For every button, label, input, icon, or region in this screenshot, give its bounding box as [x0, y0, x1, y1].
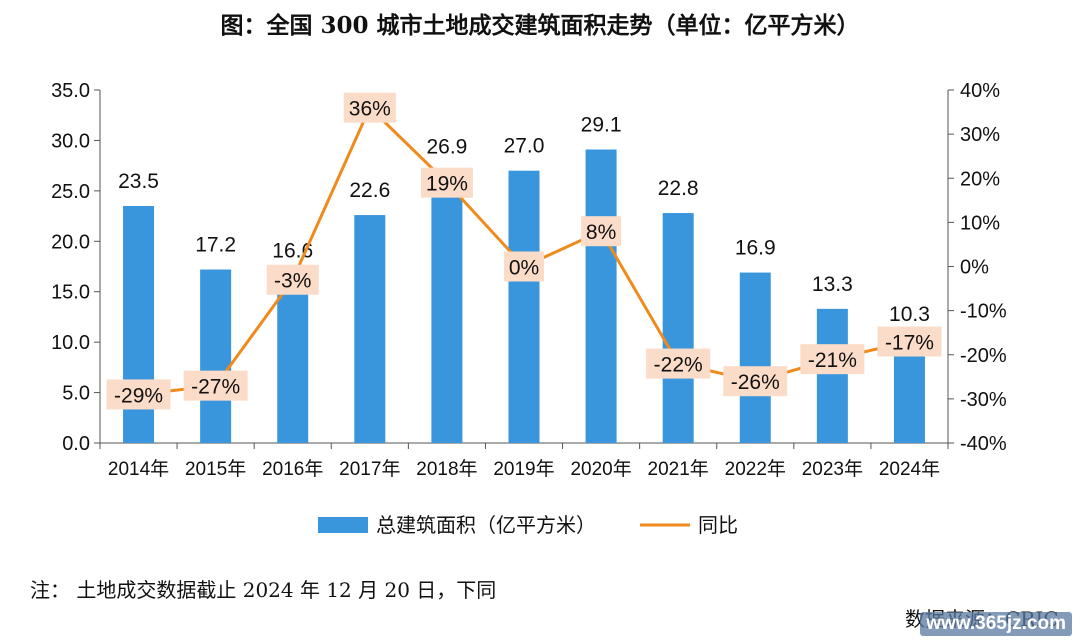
- line-value-label: -29%: [114, 384, 163, 407]
- bar: [662, 213, 694, 443]
- line-label-box: [420, 167, 473, 198]
- bar: [816, 308, 848, 443]
- bar: [508, 170, 540, 443]
- x-tick-label: 2017年: [339, 458, 400, 480]
- left-tick-label: 20.0: [51, 231, 90, 253]
- chart-title: 图：全国 300 城市土地成交建筑面积走势（单位：亿平方米）: [220, 12, 860, 39]
- x-tick-label: 2021年: [648, 458, 709, 480]
- bar-value-label: 16.9: [735, 237, 776, 260]
- footnote: 注： 土地成交数据截止 2024 年 12 月 20 日，下同: [30, 578, 497, 602]
- left-tick-label: 30.0: [51, 130, 90, 152]
- x-tick-label: 2019年: [493, 458, 554, 480]
- right-tick-label: -40%: [960, 433, 1007, 455]
- left-tick-label: 25.0: [51, 181, 90, 203]
- line-value-label: -17%: [885, 332, 934, 355]
- line-label-box: [581, 216, 622, 247]
- line-value-label: -27%: [191, 376, 240, 399]
- line-label-box: [343, 92, 396, 123]
- line-label-box: [800, 344, 865, 375]
- line-value-label: 19%: [426, 173, 468, 196]
- bar: [739, 272, 771, 443]
- line-value-label: -26%: [731, 371, 780, 394]
- line-label-box: [504, 251, 544, 282]
- line-value-label: -21%: [808, 349, 857, 372]
- bar-value-label: 29.1: [581, 114, 622, 137]
- line-label-box: [183, 370, 248, 401]
- x-tick-label: 2015年: [185, 458, 246, 480]
- bar-value-label: 23.5: [118, 170, 159, 193]
- right-tick-label: 10%: [960, 212, 1000, 234]
- line-label-box: [877, 326, 942, 357]
- bar-value-label: 13.3: [812, 273, 853, 296]
- line-value-label: -22%: [654, 354, 703, 377]
- bar: [431, 171, 463, 444]
- right-tick-label: 20%: [960, 168, 1000, 190]
- line-label-box: [106, 379, 171, 410]
- bar: [277, 275, 309, 443]
- right-tick-label: -30%: [960, 389, 1007, 411]
- x-tick-label: 2022年: [725, 458, 786, 480]
- line-value-labels: -29% -27% -3% 36% 19% 0% 8% -22% -26% -21% -17%: [106, 92, 942, 410]
- x-tick-label: 2020年: [570, 458, 631, 480]
- bar-value-label: 26.9: [426, 136, 467, 159]
- line-label-box: [646, 348, 711, 379]
- line-value-label: 0%: [509, 257, 539, 280]
- legend-line-label: 同比: [698, 514, 738, 537]
- right-tick-label: 30%: [960, 124, 1000, 146]
- left-tick-label: 35.0: [51, 80, 90, 102]
- line-value-label: 36%: [349, 98, 391, 121]
- left-tick-label: 0.0: [62, 433, 90, 455]
- bar-value-label: 27.0: [504, 135, 545, 158]
- right-tick-label: 40%: [960, 80, 1000, 102]
- bar: [585, 149, 617, 443]
- x-tick-label: 2014年: [108, 458, 169, 480]
- right-tick-label: -10%: [960, 301, 1007, 323]
- right-y-axis: -40% -30% -20% -10% 0% 10% 20% 30% 40%: [947, 80, 1007, 455]
- x-tick-label: 2024年: [879, 458, 940, 480]
- right-tick-label: -20%: [960, 345, 1007, 367]
- line-value-label: -3%: [274, 270, 311, 293]
- left-tick-label: 15.0: [51, 282, 90, 304]
- bar: [200, 269, 232, 443]
- legend-bar-swatch: [318, 517, 368, 533]
- left-tick-label: 10.0: [51, 332, 90, 354]
- x-tick-label: 2023年: [802, 458, 863, 480]
- combo-chart: 0.05.010.015.020.025.030.035.0 -40%-30%-…: [51, 80, 1007, 537]
- legend: 总建筑面积（亿平方米） 同比: [318, 514, 738, 537]
- bar-value-label: 22.6: [349, 179, 390, 202]
- bar-value-label: 17.2: [195, 234, 236, 257]
- left-tick-label: 5.0: [62, 383, 90, 405]
- left-y-axis: 0.0 5.0 10.0 15.0 20.0 25.0 30.0 35.0: [51, 80, 101, 455]
- x-tick-label: 2016年: [262, 458, 323, 480]
- legend-bar-label: 总建筑面积（亿平方米）: [376, 514, 596, 537]
- bar-value-label: 10.3: [889, 303, 930, 326]
- line-label-box: [723, 366, 788, 397]
- watermark: www.365jz.com: [920, 612, 1072, 636]
- bar: [354, 215, 386, 443]
- bar-value-labels: 23.517.2 16.622.626.9 27.029.122.816.913.3…: [118, 114, 930, 327]
- x-tick-label: 2018年: [416, 458, 477, 480]
- right-tick-label: 0%: [960, 257, 989, 279]
- line-label-box: [266, 264, 319, 295]
- bar-value-label: 22.8: [658, 177, 699, 200]
- line-value-label: 8%: [586, 221, 616, 244]
- x-axis: 2014年 2015年 2016年 2017年 2018年 2019年 2020年 2021年…: [99, 442, 949, 480]
